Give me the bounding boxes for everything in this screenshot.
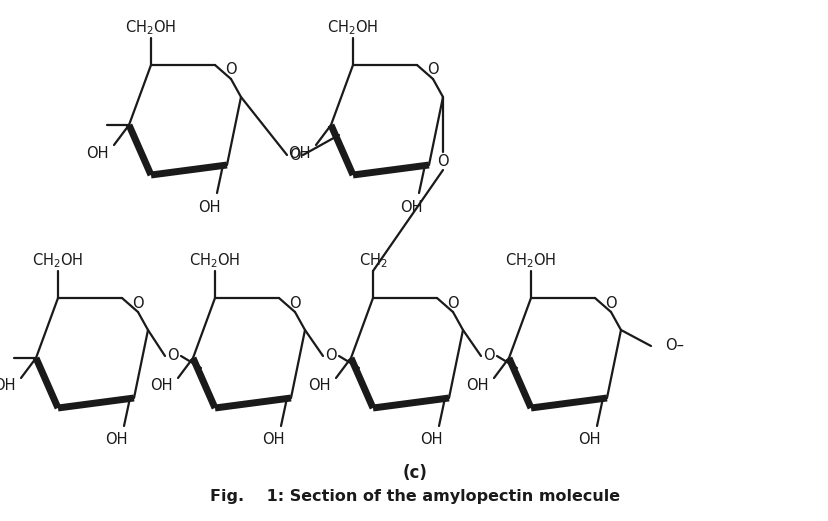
- Text: O: O: [436, 154, 448, 168]
- Text: OH: OH: [85, 145, 108, 160]
- Text: O: O: [289, 295, 301, 311]
- Text: CH$_2$OH: CH$_2$OH: [505, 252, 556, 270]
- Text: O–: O–: [664, 339, 683, 354]
- Text: O: O: [289, 147, 301, 163]
- Text: O: O: [426, 63, 438, 78]
- Text: OH: OH: [104, 432, 127, 448]
- Text: O: O: [604, 295, 616, 311]
- Text: OH: OH: [399, 200, 421, 215]
- Text: OH: OH: [465, 378, 488, 393]
- Text: O: O: [483, 349, 494, 364]
- Text: O: O: [325, 349, 336, 364]
- Text: O: O: [225, 63, 237, 78]
- Text: OH: OH: [287, 145, 310, 160]
- Text: CH$_2$OH: CH$_2$OH: [327, 19, 378, 38]
- Text: OH: OH: [262, 432, 284, 448]
- Text: OH: OH: [307, 378, 330, 393]
- Text: OH: OH: [150, 378, 172, 393]
- Text: O: O: [132, 295, 143, 311]
- Text: OH: OH: [577, 432, 599, 448]
- Text: CH$_2$OH: CH$_2$OH: [125, 19, 176, 38]
- Text: CH$_2$OH: CH$_2$OH: [189, 252, 240, 270]
- Text: Fig.    1: Section of the amylopectin molecule: Fig. 1: Section of the amylopectin molec…: [209, 489, 619, 503]
- Text: OH: OH: [0, 378, 15, 393]
- Text: O: O: [167, 349, 179, 364]
- Text: (c): (c): [402, 464, 427, 482]
- Text: CH$_2$: CH$_2$: [359, 252, 387, 270]
- Text: OH: OH: [419, 432, 441, 448]
- Text: OH: OH: [198, 200, 220, 215]
- Text: CH$_2$OH: CH$_2$OH: [32, 252, 84, 270]
- Text: O: O: [446, 295, 458, 311]
